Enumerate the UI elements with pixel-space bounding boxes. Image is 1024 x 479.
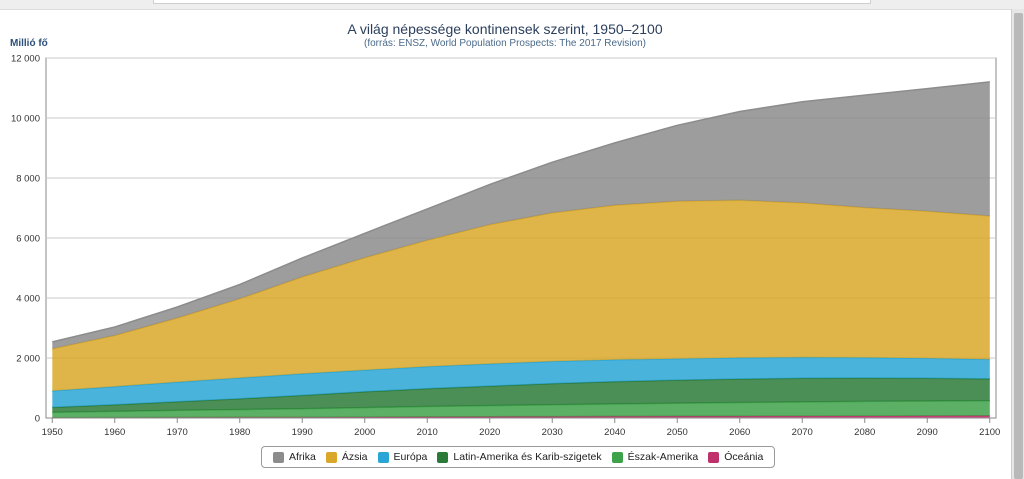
legend-item[interactable]: Európa [377, 451, 428, 463]
legend-item[interactable]: Afrika [273, 451, 316, 463]
area-Afrika [52, 81, 990, 349]
x-tick-label: 2030 [542, 427, 563, 438]
legend-swatch [437, 451, 449, 463]
legend-swatch [325, 451, 337, 463]
x-tick-label: 2010 [417, 427, 438, 438]
legend-label: Afrika [289, 451, 316, 463]
y-tick-label: 0 [35, 414, 40, 425]
y-axis-label: Millió fő [10, 38, 48, 49]
x-tick-label: 2050 [667, 427, 688, 438]
y-tick-label: 12 000 [11, 54, 40, 65]
x-tick-label: 1960 [104, 427, 125, 438]
y-tick-label: 2 000 [16, 354, 40, 365]
y-tick-label: 8 000 [16, 174, 40, 185]
x-tick-label: 1950 [42, 427, 63, 438]
chart-subtitle: (forrás: ENSZ, World Population Prospect… [364, 38, 646, 49]
area-Ázsia [52, 200, 990, 391]
series-line-Afrika [52, 81, 990, 343]
legend-swatch [611, 451, 623, 463]
legend-swatch [377, 451, 389, 463]
legend-item[interactable]: Latin-Amerika és Karib-szigetek [437, 451, 602, 463]
legend-swatch [708, 451, 720, 463]
x-tick-label: 1980 [229, 427, 250, 438]
x-tick-label: 2070 [792, 427, 813, 438]
scrollbar-thumb[interactable] [1014, 13, 1023, 479]
x-tick-label: 1970 [167, 427, 188, 438]
legend-label: Latin-Amerika és Karib-szigetek [453, 451, 602, 463]
x-tick-label: 2040 [604, 427, 625, 438]
legend-item[interactable]: Észak-Amerika [611, 451, 699, 463]
x-tick-label: 2080 [854, 427, 875, 438]
x-tick-label: 1990 [292, 427, 313, 438]
x-tick-label: 2090 [917, 427, 938, 438]
x-tick-label: 2100 [979, 427, 1000, 438]
x-tick-label: 2060 [729, 427, 750, 438]
y-tick-label: 10 000 [11, 114, 40, 125]
legend-item[interactable]: Ázsia [325, 451, 368, 463]
legend-item[interactable]: Óceánia [708, 451, 763, 463]
chart-title: A világ népessége kontinensek szerint, 1… [347, 21, 662, 37]
y-tick-label: 6 000 [16, 234, 40, 245]
legend-label: Európa [393, 451, 428, 463]
area-Észak-Amerika [52, 400, 990, 418]
x-tick-label: 2020 [479, 427, 500, 438]
y-tick-label: 4 000 [16, 294, 40, 305]
x-tick-label: 2000 [354, 427, 375, 438]
vertical-scrollbar[interactable] [1011, 9, 1024, 479]
legend-label: Észak-Amerika [627, 451, 699, 463]
legend-label: Óceánia [724, 451, 764, 463]
chart-legend: Afrika Ázsia Európa Latin-Amerika és Karib-… [261, 446, 776, 468]
legend-swatch [273, 451, 284, 463]
legend-label: Ázsia [341, 451, 368, 463]
area-Európa [52, 357, 990, 408]
browser-address-bar-edge [153, 0, 871, 4]
area-Latin-Amerika és Karib-szigetek [52, 378, 990, 413]
browser-top-strip [0, 0, 1024, 10]
